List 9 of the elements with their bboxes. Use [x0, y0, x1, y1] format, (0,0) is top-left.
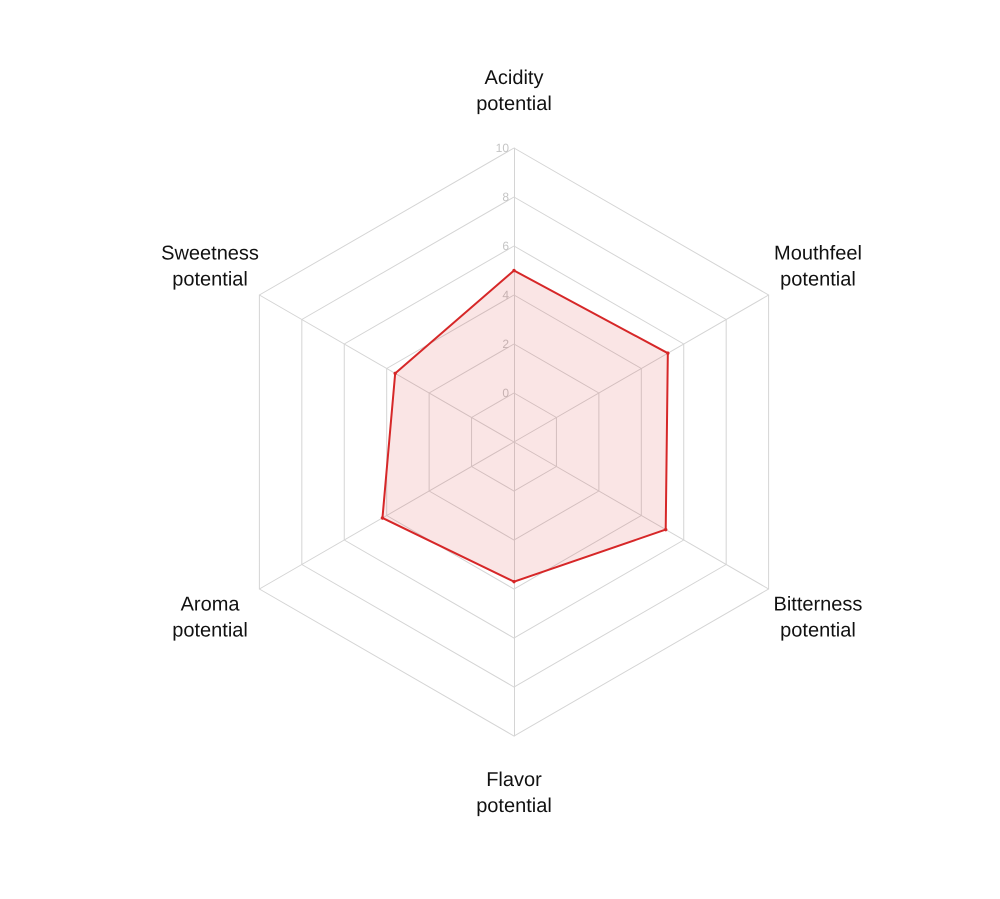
y-tick-label: 6 — [502, 239, 510, 253]
y-tick-label: 10 — [496, 141, 510, 155]
y-tick-label: 8 — [502, 190, 510, 204]
spoke-label: Flavor potential — [476, 769, 552, 817]
spoke-label: Aroma potential — [172, 594, 248, 642]
spoke-label: Acidity potential — [476, 67, 552, 115]
spoke-label: Sweetness potential — [161, 242, 259, 290]
spoke-label: Bitterness potential — [774, 594, 862, 642]
spoke-label: Mouthfeel potential — [774, 242, 862, 290]
